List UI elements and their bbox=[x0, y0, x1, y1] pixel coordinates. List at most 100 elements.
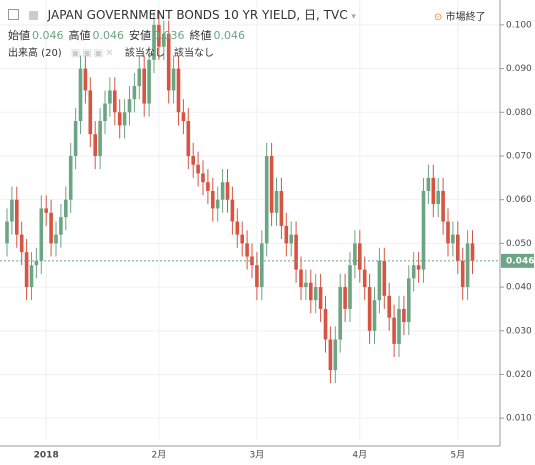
legend-value: 0.046 bbox=[213, 29, 246, 42]
y-tick-label: 0.050 bbox=[506, 239, 532, 249]
candle-body bbox=[299, 269, 303, 288]
candle-body bbox=[362, 269, 367, 288]
candle-body bbox=[411, 265, 416, 279]
candle-body bbox=[103, 103, 107, 122]
candle-body bbox=[215, 199, 220, 209]
candle-body bbox=[68, 155, 73, 200]
candle-body bbox=[5, 221, 9, 244]
x-tick-label: 5月 bbox=[450, 450, 465, 461]
volume-label: 出来高 (20) bbox=[8, 48, 62, 59]
candle-body bbox=[284, 225, 289, 244]
candle-body bbox=[186, 121, 191, 156]
candle-body bbox=[328, 339, 333, 371]
candle-body bbox=[132, 86, 137, 100]
candle-body bbox=[24, 252, 29, 288]
candle-body bbox=[176, 68, 181, 113]
candle-body bbox=[446, 221, 450, 244]
y-tick-label: 0.020 bbox=[506, 370, 532, 380]
candle-body bbox=[372, 300, 377, 331]
candle-body bbox=[264, 155, 269, 244]
candle-body bbox=[426, 177, 431, 191]
candle-body bbox=[269, 155, 274, 213]
candle-body bbox=[98, 121, 102, 156]
legend-label: 安値 bbox=[129, 29, 151, 42]
candle-body bbox=[460, 260, 465, 288]
candle-body bbox=[431, 177, 436, 205]
legend-value: 0.046 bbox=[32, 29, 64, 42]
candle-body bbox=[240, 234, 244, 244]
volume-value: 該当なし bbox=[124, 48, 165, 59]
candle-body bbox=[421, 190, 426, 270]
candle-body bbox=[333, 339, 338, 371]
header-title-row: JAPAN GOVERNMENT BONDS 10 YR YIELD, 日, T… bbox=[8, 6, 356, 23]
candle-body bbox=[358, 243, 362, 270]
candle-body bbox=[113, 90, 117, 113]
candle-body bbox=[309, 282, 313, 301]
candle-body bbox=[15, 199, 19, 235]
candle-body bbox=[196, 164, 200, 174]
candle-body bbox=[220, 182, 225, 200]
candle-body bbox=[157, 24, 161, 47]
candle-body bbox=[470, 243, 475, 261]
candle-body bbox=[147, 59, 151, 104]
candle-body bbox=[382, 260, 387, 296]
candle-body bbox=[260, 243, 264, 288]
last-price-label: 0.046 bbox=[506, 256, 534, 266]
candle-body bbox=[64, 199, 68, 218]
x-tick-label: 3月 bbox=[250, 450, 265, 461]
status-icon: ⊙ bbox=[434, 12, 443, 23]
candle-body bbox=[137, 68, 142, 87]
chart-title: JAPAN GOVERNMENT BONDS 10 YR YIELD, 日, T… bbox=[47, 8, 348, 22]
candle-body bbox=[181, 112, 186, 122]
candle-body bbox=[392, 317, 396, 344]
candle-body bbox=[397, 308, 401, 344]
candle-body bbox=[93, 134, 97, 156]
x-tick-label: 4月 bbox=[352, 450, 367, 461]
y-tick-label: 0.070 bbox=[506, 151, 532, 161]
candle-body bbox=[367, 287, 372, 331]
collapse-icon[interactable] bbox=[8, 9, 19, 20]
ohlc-legend: 始値 0.046 高値 0.046 安値 0.036 終値 0.046 bbox=[8, 27, 250, 43]
candle-body bbox=[343, 287, 347, 309]
candle-body bbox=[402, 308, 406, 323]
candle-body bbox=[162, 33, 166, 47]
candle-body bbox=[274, 190, 279, 213]
candle-body bbox=[29, 265, 34, 288]
candle-body bbox=[456, 234, 460, 261]
candle-body bbox=[255, 265, 259, 288]
candle-body bbox=[108, 90, 112, 104]
x-tick-label: 2018 bbox=[34, 451, 59, 461]
candle-body bbox=[436, 190, 440, 205]
candle-body bbox=[451, 234, 455, 244]
candle-body bbox=[191, 155, 195, 165]
candle-body bbox=[44, 208, 48, 213]
candle-body bbox=[279, 190, 284, 226]
candle-body bbox=[348, 265, 352, 309]
candle-body bbox=[377, 260, 382, 301]
y-tick-label: 0.100 bbox=[506, 20, 532, 30]
candle-body bbox=[235, 221, 240, 235]
volume-value: 該当なし bbox=[174, 48, 215, 59]
volume-icons[interactable]: ▣▣▣✕ bbox=[70, 48, 116, 59]
last-price-box bbox=[501, 253, 534, 268]
candle-body bbox=[122, 112, 127, 126]
candle-body bbox=[407, 278, 411, 323]
y-tick-label: 0.040 bbox=[506, 283, 532, 293]
candle-body bbox=[73, 121, 78, 156]
candle-body bbox=[416, 265, 421, 270]
candle-body bbox=[353, 243, 357, 266]
candle-body bbox=[313, 287, 318, 301]
dropdown-arrow[interactable]: ▾ bbox=[351, 12, 356, 22]
legend-value: 0.036 bbox=[153, 29, 185, 42]
candle-body bbox=[201, 173, 205, 183]
y-tick-label: 0.030 bbox=[506, 326, 532, 336]
candle-body bbox=[166, 33, 171, 91]
candle-body bbox=[318, 287, 323, 309]
candle-body bbox=[10, 199, 14, 222]
candle-body bbox=[230, 199, 235, 222]
x-tick-label: 2月 bbox=[152, 450, 167, 461]
candle-body bbox=[294, 234, 298, 270]
market-status-text: 市場終了 bbox=[445, 12, 486, 23]
candle-body bbox=[465, 243, 470, 288]
